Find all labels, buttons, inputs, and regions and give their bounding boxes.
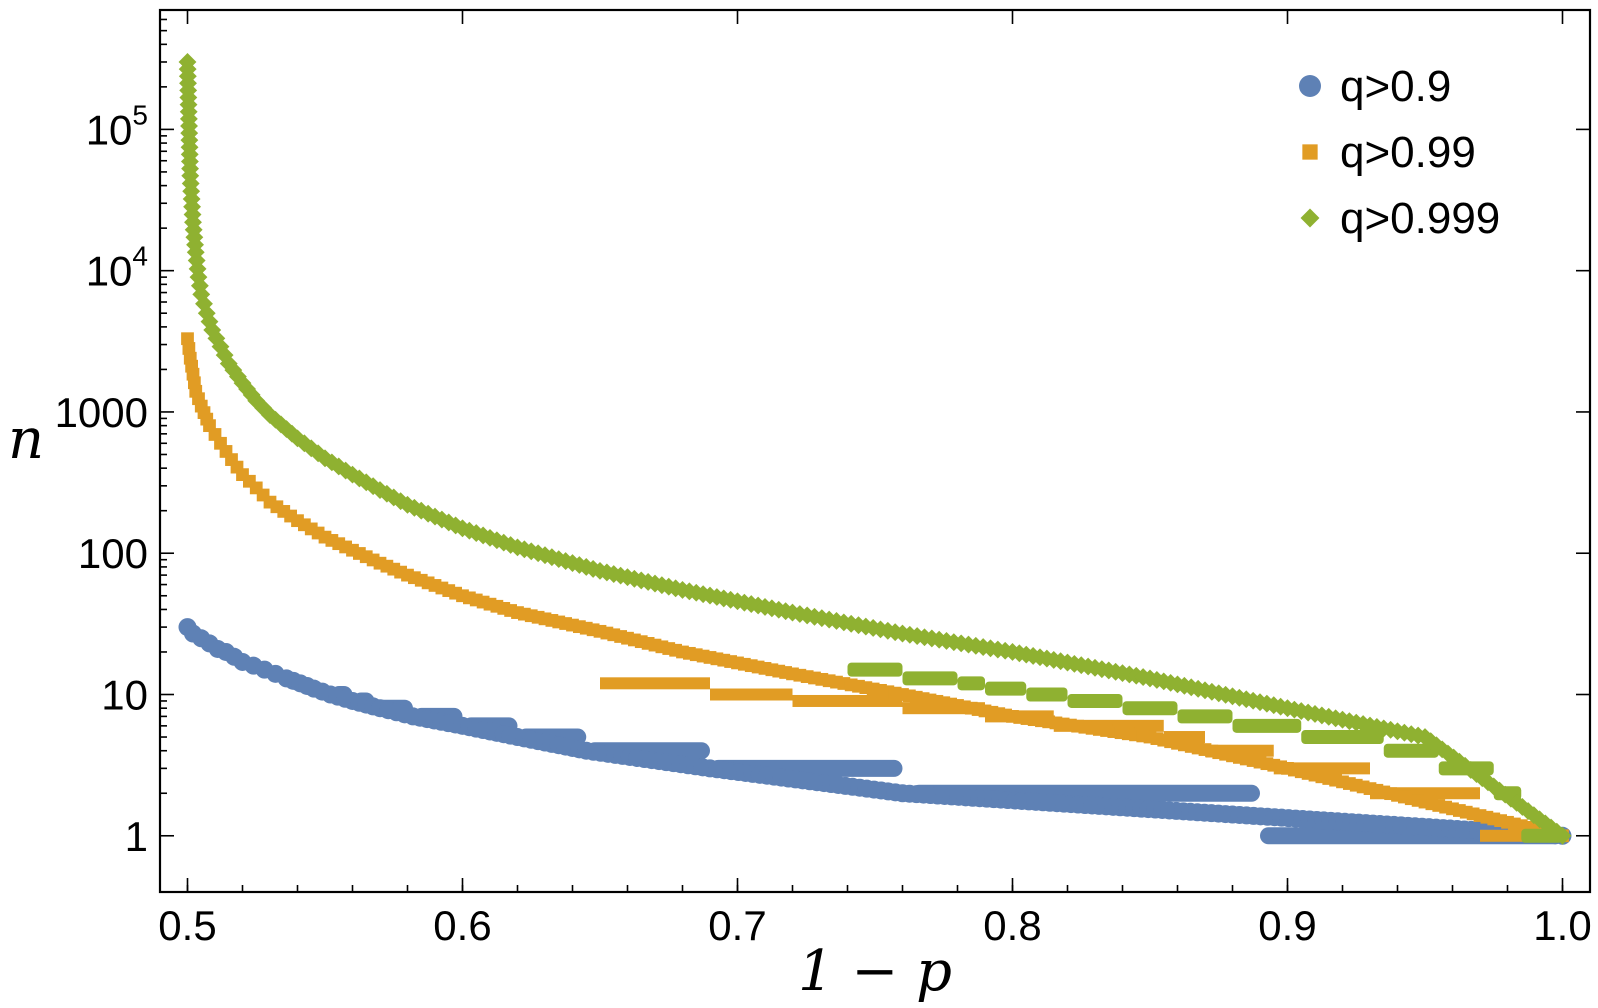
series-diamond: [178, 53, 1572, 845]
legend-marker-square: [1302, 144, 1318, 160]
data-point: [228, 367, 247, 386]
x-tick-label: 0.9: [1258, 902, 1316, 949]
x-axis-label: 1 − p: [798, 939, 952, 1004]
data-point: [242, 385, 261, 404]
data-point: [203, 321, 222, 339]
series-square: [181, 332, 1569, 843]
data-point: [224, 361, 243, 380]
legend-marker-circle: [1299, 75, 1321, 97]
data-point: [481, 528, 499, 547]
data-point: [277, 420, 296, 438]
step-band: [985, 681, 1027, 696]
step-band: [847, 662, 903, 677]
step-band: [957, 676, 985, 691]
step-band: [600, 677, 710, 690]
data-point: [357, 473, 376, 492]
y-axis: 1 10 100 1000 104 105: [55, 9, 1590, 860]
step-band: [1232, 718, 1302, 733]
data-point: [1553, 826, 1572, 845]
data-point: [364, 477, 383, 496]
legend-label: q>0.9: [1340, 62, 1451, 111]
legend-marker-diamond: [1300, 208, 1320, 228]
legend: q>0.9 q>0.99 q>0.999: [1299, 62, 1500, 243]
data-point: [190, 276, 209, 295]
plot-area: [178, 53, 1572, 845]
data-point: [182, 342, 196, 355]
step-band: [710, 688, 793, 701]
y-axis-label: n: [8, 407, 44, 472]
x-tick-label: 0.6: [433, 902, 491, 949]
legend-label: q>0.999: [1340, 194, 1500, 243]
data-point: [1433, 740, 1452, 759]
x-tick-label: 1.0: [1533, 902, 1591, 949]
step-band: [1383, 743, 1439, 758]
y-tick-label: 104: [86, 241, 148, 295]
data-point: [207, 329, 226, 348]
legend-label: q>0.99: [1340, 128, 1476, 177]
x-tick-label: 0.7: [708, 902, 766, 949]
step-band: [902, 671, 958, 686]
data-point: [247, 391, 266, 410]
step-band: [1177, 709, 1233, 724]
y-tick-label: 10: [101, 672, 148, 719]
step-band: [1067, 693, 1123, 708]
data-point: [439, 513, 458, 532]
data-point: [1484, 777, 1503, 796]
data-point: [181, 332, 194, 346]
x-tick-label: 0.8: [983, 902, 1041, 949]
data-point: [1456, 756, 1475, 775]
step-band: [1122, 701, 1178, 716]
data-point: [446, 516, 465, 535]
y-tick-label: 100: [78, 530, 148, 577]
data-point: [238, 380, 257, 398]
data-point: [1542, 818, 1560, 837]
y-tick-label: 105: [86, 99, 148, 153]
x-tick-label: 0.5: [158, 902, 216, 949]
step-band: [1026, 687, 1068, 702]
data-point: [211, 337, 230, 356]
y-tick-label: 1000: [55, 389, 148, 436]
data-point: [219, 354, 238, 373]
step-band: [792, 694, 903, 707]
data-point: [188, 259, 207, 278]
plot-frame: [158, 8, 1592, 894]
data-point: [391, 492, 410, 511]
data-point: [467, 524, 486, 543]
data-point: [272, 415, 290, 434]
y-tick-label: 1: [125, 813, 148, 860]
x-axis: 0.5 0.6 0.7 0.8 0.9 1.0: [158, 10, 1592, 949]
step-band: [1301, 730, 1384, 745]
